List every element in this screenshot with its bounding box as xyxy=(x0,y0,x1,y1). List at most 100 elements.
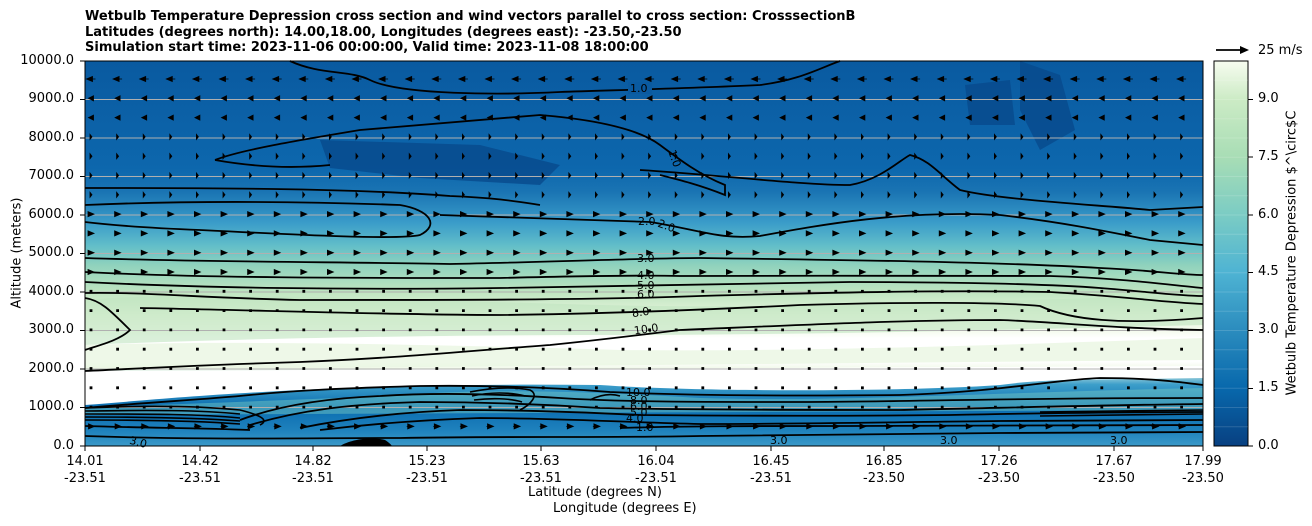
wind-arrow xyxy=(486,423,495,430)
wind-arrow xyxy=(435,171,439,180)
wind-arrow xyxy=(165,75,176,83)
wind-arrow xyxy=(566,211,574,218)
wind-arrow xyxy=(994,367,997,370)
wind-arrow xyxy=(593,211,601,218)
wind-arrow xyxy=(515,386,518,390)
wind-arrow xyxy=(300,114,307,121)
wind-arrow xyxy=(593,249,601,256)
wind-arrow xyxy=(1153,405,1157,409)
wind-arrow xyxy=(1127,133,1130,141)
wind-arrow xyxy=(488,386,492,390)
wind-arrow xyxy=(621,289,625,293)
wind-arrow xyxy=(1047,152,1051,160)
wind-arrow xyxy=(142,309,146,312)
wind-arrow xyxy=(672,95,680,102)
wind-arrow xyxy=(699,423,708,430)
wind-arrow xyxy=(249,328,252,332)
x-tick-lon: -23.51 xyxy=(292,471,334,486)
wind-arrow xyxy=(938,268,947,276)
wind-arrow xyxy=(87,249,96,256)
wind-arrow xyxy=(89,289,93,293)
wind-arrow xyxy=(834,289,838,293)
wind-arrow xyxy=(89,405,93,409)
wind-arrow xyxy=(726,249,734,256)
wind-arrow xyxy=(887,367,891,370)
wind-arrow xyxy=(488,309,492,312)
wind-arrow xyxy=(621,152,625,160)
contour-label: 3.0 xyxy=(940,434,958,447)
x-tick-lon: -23.51 xyxy=(635,471,677,486)
wind-arrow xyxy=(142,347,146,351)
wind-arrow xyxy=(1100,289,1104,293)
wind-arrow xyxy=(779,249,787,256)
wind-arrow xyxy=(537,75,548,83)
wind-arrow xyxy=(940,171,944,180)
wind-arrow xyxy=(247,423,256,430)
wind-arrow xyxy=(994,289,997,293)
wind-arrow xyxy=(515,152,519,160)
wind-arrow xyxy=(515,171,519,180)
wind-arrow xyxy=(302,367,306,370)
wind-arrow xyxy=(779,95,786,102)
wind-arrow xyxy=(273,423,282,430)
wind-arrow xyxy=(329,367,332,370)
wind-arrow xyxy=(883,75,894,83)
wind-arrow xyxy=(488,289,492,293)
wind-arrow xyxy=(355,367,359,370)
wind-arrow xyxy=(114,249,122,256)
wind-arrow xyxy=(777,75,788,83)
wind-arrow xyxy=(89,171,93,180)
wind-arrow xyxy=(781,152,785,160)
wind-arrow xyxy=(433,114,440,121)
wind-arrow xyxy=(994,171,997,180)
wind-arrow xyxy=(488,171,492,180)
wind-arrow xyxy=(858,423,867,430)
wind-arrow xyxy=(1100,133,1104,141)
y-tick-label: 9000.0 xyxy=(28,91,75,106)
wind-arrow xyxy=(112,75,123,83)
wind-arrow xyxy=(1153,309,1157,312)
wind-arrow xyxy=(1098,268,1106,276)
wind-arrow xyxy=(728,328,731,332)
wind-arrow xyxy=(859,211,867,218)
wind-arrow xyxy=(754,191,758,199)
wind-arrow xyxy=(169,309,173,312)
wind-arrow xyxy=(725,423,734,430)
wind-arrow xyxy=(967,328,971,332)
wind-arrow xyxy=(728,289,731,293)
y-tick-label: 1000.0 xyxy=(28,399,75,414)
wind-arrow xyxy=(275,171,279,180)
wind-arrow xyxy=(1151,249,1160,256)
wind-arrow xyxy=(887,328,891,332)
wind-arrow xyxy=(196,328,199,332)
wind-arrow xyxy=(353,95,360,102)
wind-arrow xyxy=(701,347,705,351)
wind-arrow xyxy=(754,309,758,312)
wind-arrow xyxy=(1151,114,1158,121)
wind-arrow xyxy=(807,133,811,141)
wind-arrow xyxy=(249,289,252,293)
wind-arrow xyxy=(861,152,864,160)
wind-arrow xyxy=(646,211,654,218)
wind-arrow xyxy=(938,423,947,430)
wind-arrow xyxy=(408,328,412,332)
wind-arrow xyxy=(273,249,282,256)
wind-arrow xyxy=(595,347,598,351)
wind-arrow xyxy=(488,367,492,370)
wind-arrow xyxy=(1098,114,1105,121)
wind-arrow xyxy=(1020,328,1024,332)
wind-arrow xyxy=(1016,75,1027,83)
wind-arrow xyxy=(89,367,93,370)
wind-arrow xyxy=(435,347,439,351)
wind-arrow xyxy=(116,152,120,160)
wind-arrow xyxy=(89,347,93,351)
wind-arrow xyxy=(621,191,625,199)
contour-3 xyxy=(84,257,1204,276)
wind-arrow xyxy=(568,191,572,199)
wind-arrow xyxy=(1153,347,1157,351)
y-tick-label: 2000.0 xyxy=(28,361,75,376)
wind-arrow xyxy=(566,268,574,276)
wind-arrow xyxy=(754,386,758,390)
wind-arrow xyxy=(781,309,784,312)
wind-arrow xyxy=(1151,268,1160,276)
